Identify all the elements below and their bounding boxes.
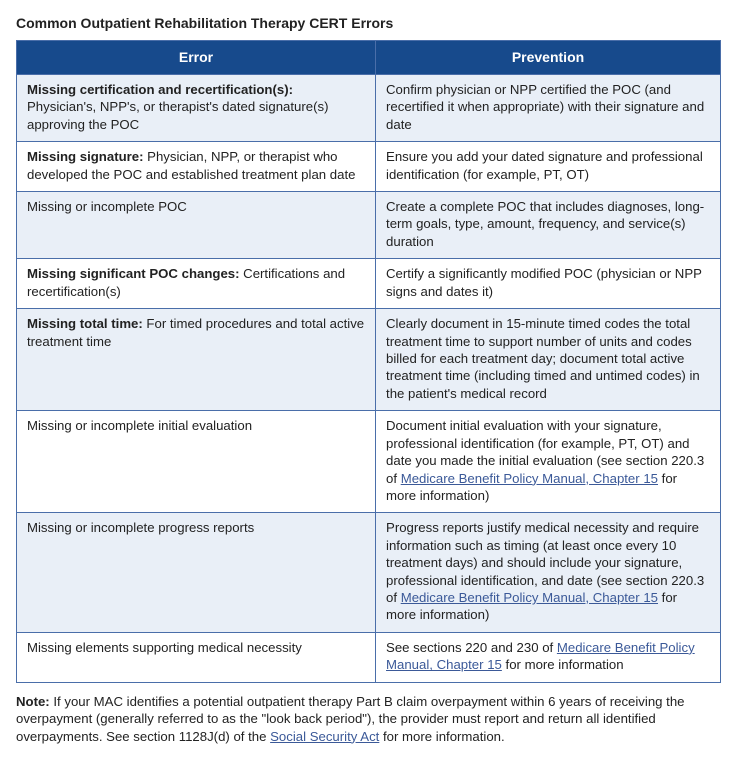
prevention-cell: Confirm physician or NPP certified the P… [376,74,721,141]
error-cell: Missing total time: For timed procedures… [17,309,376,411]
prevention-cell: Document initial evaluation with your si… [376,411,721,513]
table-row: Missing certification and recertificatio… [17,74,721,141]
error-cell: Missing significant POC changes: Certifi… [17,259,376,309]
col-error-header: Error [17,41,376,74]
note-label: Note: [16,694,50,709]
page-title: Common Outpatient Rehabilitation Therapy… [16,14,721,32]
error-cell: Missing elements supporting medical nece… [17,632,376,682]
table-row: Missing total time: For timed procedures… [17,309,721,411]
table-row: Missing or incomplete initial evaluation… [17,411,721,513]
table-row: Missing or incomplete progress reports Pr… [17,513,721,633]
prevention-text: Create a complete POC that includes diag… [386,199,704,249]
prevention-cell: Create a complete POC that includes diag… [376,192,721,259]
policy-link[interactable]: Medicare Benefit Policy Manual, Chapter … [401,590,658,605]
table-row: Missing or incomplete POC Create a comple… [17,192,721,259]
prevention-text: Certify a significantly modified POC (ph… [386,266,702,298]
error-cell: Missing certification and recertificatio… [17,74,376,141]
error-bold-text: Missing total time: [27,316,143,331]
table-body: Missing certification and recertificatio… [17,74,721,682]
error-cell: Missing or incomplete POC [17,192,376,259]
note-text: If your MAC identifies a potential outpa… [16,694,685,744]
prevention-text: See sections 220 and 230 of [386,640,557,655]
table-header-row: Error Prevention [17,41,721,74]
prevention-cell: Progress reports justify medical necessi… [376,513,721,633]
error-bold-text: Missing signature: [27,149,144,164]
col-prevention-header: Prevention [376,41,721,74]
policy-link[interactable]: Medicare Benefit Policy Manual, Chapter … [401,471,658,486]
prevention-text: Clearly document in 15-minute timed code… [386,316,700,401]
error-cell: Missing or incomplete progress reports [17,513,376,633]
note-text-part: for more information. [379,729,504,744]
error-text: Missing or incomplete initial evaluation [27,418,252,433]
note-link[interactable]: Social Security Act [270,729,379,744]
table-row: Missing signature: Physician, NPP, or th… [17,142,721,192]
note-block: Note: If your MAC identifies a potential… [16,693,721,745]
error-bold-text: Missing significant POC changes: [27,266,240,281]
error-text: Missing elements supporting medical nece… [27,640,302,655]
error-cell: Missing or incomplete initial evaluation [17,411,376,513]
cert-errors-table: Error Prevention Missing certification a… [16,40,721,682]
prevention-cell: Clearly document in 15-minute timed code… [376,309,721,411]
table-row: Missing significant POC changes: Certifi… [17,259,721,309]
prevention-text: Ensure you add your dated signature and … [386,149,703,181]
error-text: Missing or incomplete progress reports [27,520,254,535]
prevention-cell: See sections 220 and 230 of Medicare Ben… [376,632,721,682]
error-text: Physician's, NPP's, or therapist's dated… [27,99,328,131]
prevention-text: for more information [502,657,624,672]
error-cell: Missing signature: Physician, NPP, or th… [17,142,376,192]
prevention-cell: Certify a significantly modified POC (ph… [376,259,721,309]
error-bold-text: Missing certification and recertificatio… [27,82,293,97]
table-row: Missing elements supporting medical nece… [17,632,721,682]
error-text: Missing or incomplete POC [27,199,187,214]
prevention-cell: Ensure you add your dated signature and … [376,142,721,192]
prevention-text: Confirm physician or NPP certified the P… [386,82,704,132]
